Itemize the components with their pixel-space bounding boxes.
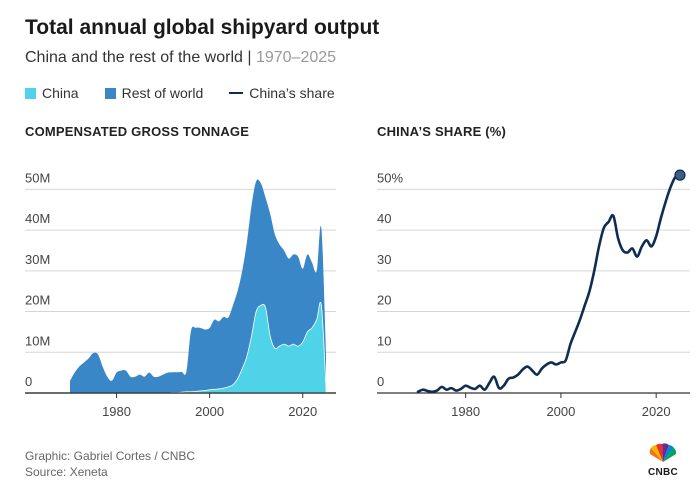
tonnage-ytick-label: 10M [25,333,50,348]
tonnage-ytick-label: 0 [25,374,32,389]
tonnage-ytick-label: 40M [25,211,50,226]
series-line-china-share [416,173,682,394]
legend-label-china: China [42,85,79,101]
tonnage-chart: 0 10M 20M 30M 40M 50M 1980 2000 2020 [25,170,336,419]
tonnage-xtick-label: 2000 [195,404,224,419]
share-xtick-label: 2020 [642,404,671,419]
tonnage-ytick-label: 30M [25,252,50,267]
share-end-marker [674,169,686,181]
tonnage-xtick-label: 1980 [102,404,131,419]
tonnage-xtick-label: 2020 [288,404,317,419]
legend-swatch-china [25,87,36,99]
legend: China Rest of world China’s share [25,84,361,102]
share-xtick-label: 1980 [451,404,480,419]
share-chart: 0 10 20 30 40 50% 1980 2000 2020 [377,169,690,419]
logo-text: CNBC [647,467,679,478]
legend-item-rest: Rest of world [104,85,204,101]
share-ytick-label: 0 [377,374,384,389]
legend-label-share: China’s share [249,85,335,101]
chart-title: Total annual global shipyard output [25,16,380,39]
peacock-icon [649,443,677,462]
share-xtick-label: 2000 [546,404,575,419]
share-ytick-label: 50% [377,170,403,185]
legend-swatch-rest [104,87,116,99]
share-ytick-label: 20 [377,293,391,308]
left-panel-title: COMPENSATED GROSS TONNAGE [25,124,250,139]
legend-swatch-share [229,92,244,94]
footer-source: Source: Xeneta [25,465,108,479]
right-panel-title: CHINA’S SHARE (%) [377,124,507,139]
chart-subtitle: China and the rest of the world | 1970–2… [25,49,336,67]
subtitle-separator: | [242,49,256,66]
tonnage-ytick-label: 50M [25,170,50,185]
footer: Graphic: Gabriel Cortes / CNBC Source: X… [25,448,195,480]
share-ytick-label: 30 [377,252,391,267]
legend-item-china: China [25,85,79,101]
share-ytick-label: 40 [377,211,391,226]
share-ytick-label: 10 [377,333,391,348]
legend-label-rest: Rest of world [121,85,204,101]
cnbc-logo: CNBC [642,442,684,478]
subtitle-years: 1970–2025 [255,49,337,66]
legend-item-share: China’s share [229,85,335,101]
tonnage-ytick-label: 20M [25,293,50,308]
subtitle-main: China and the rest of the world [25,49,243,66]
footer-graphic-credit: Graphic: Gabriel Cortes / CNBC [25,449,196,463]
